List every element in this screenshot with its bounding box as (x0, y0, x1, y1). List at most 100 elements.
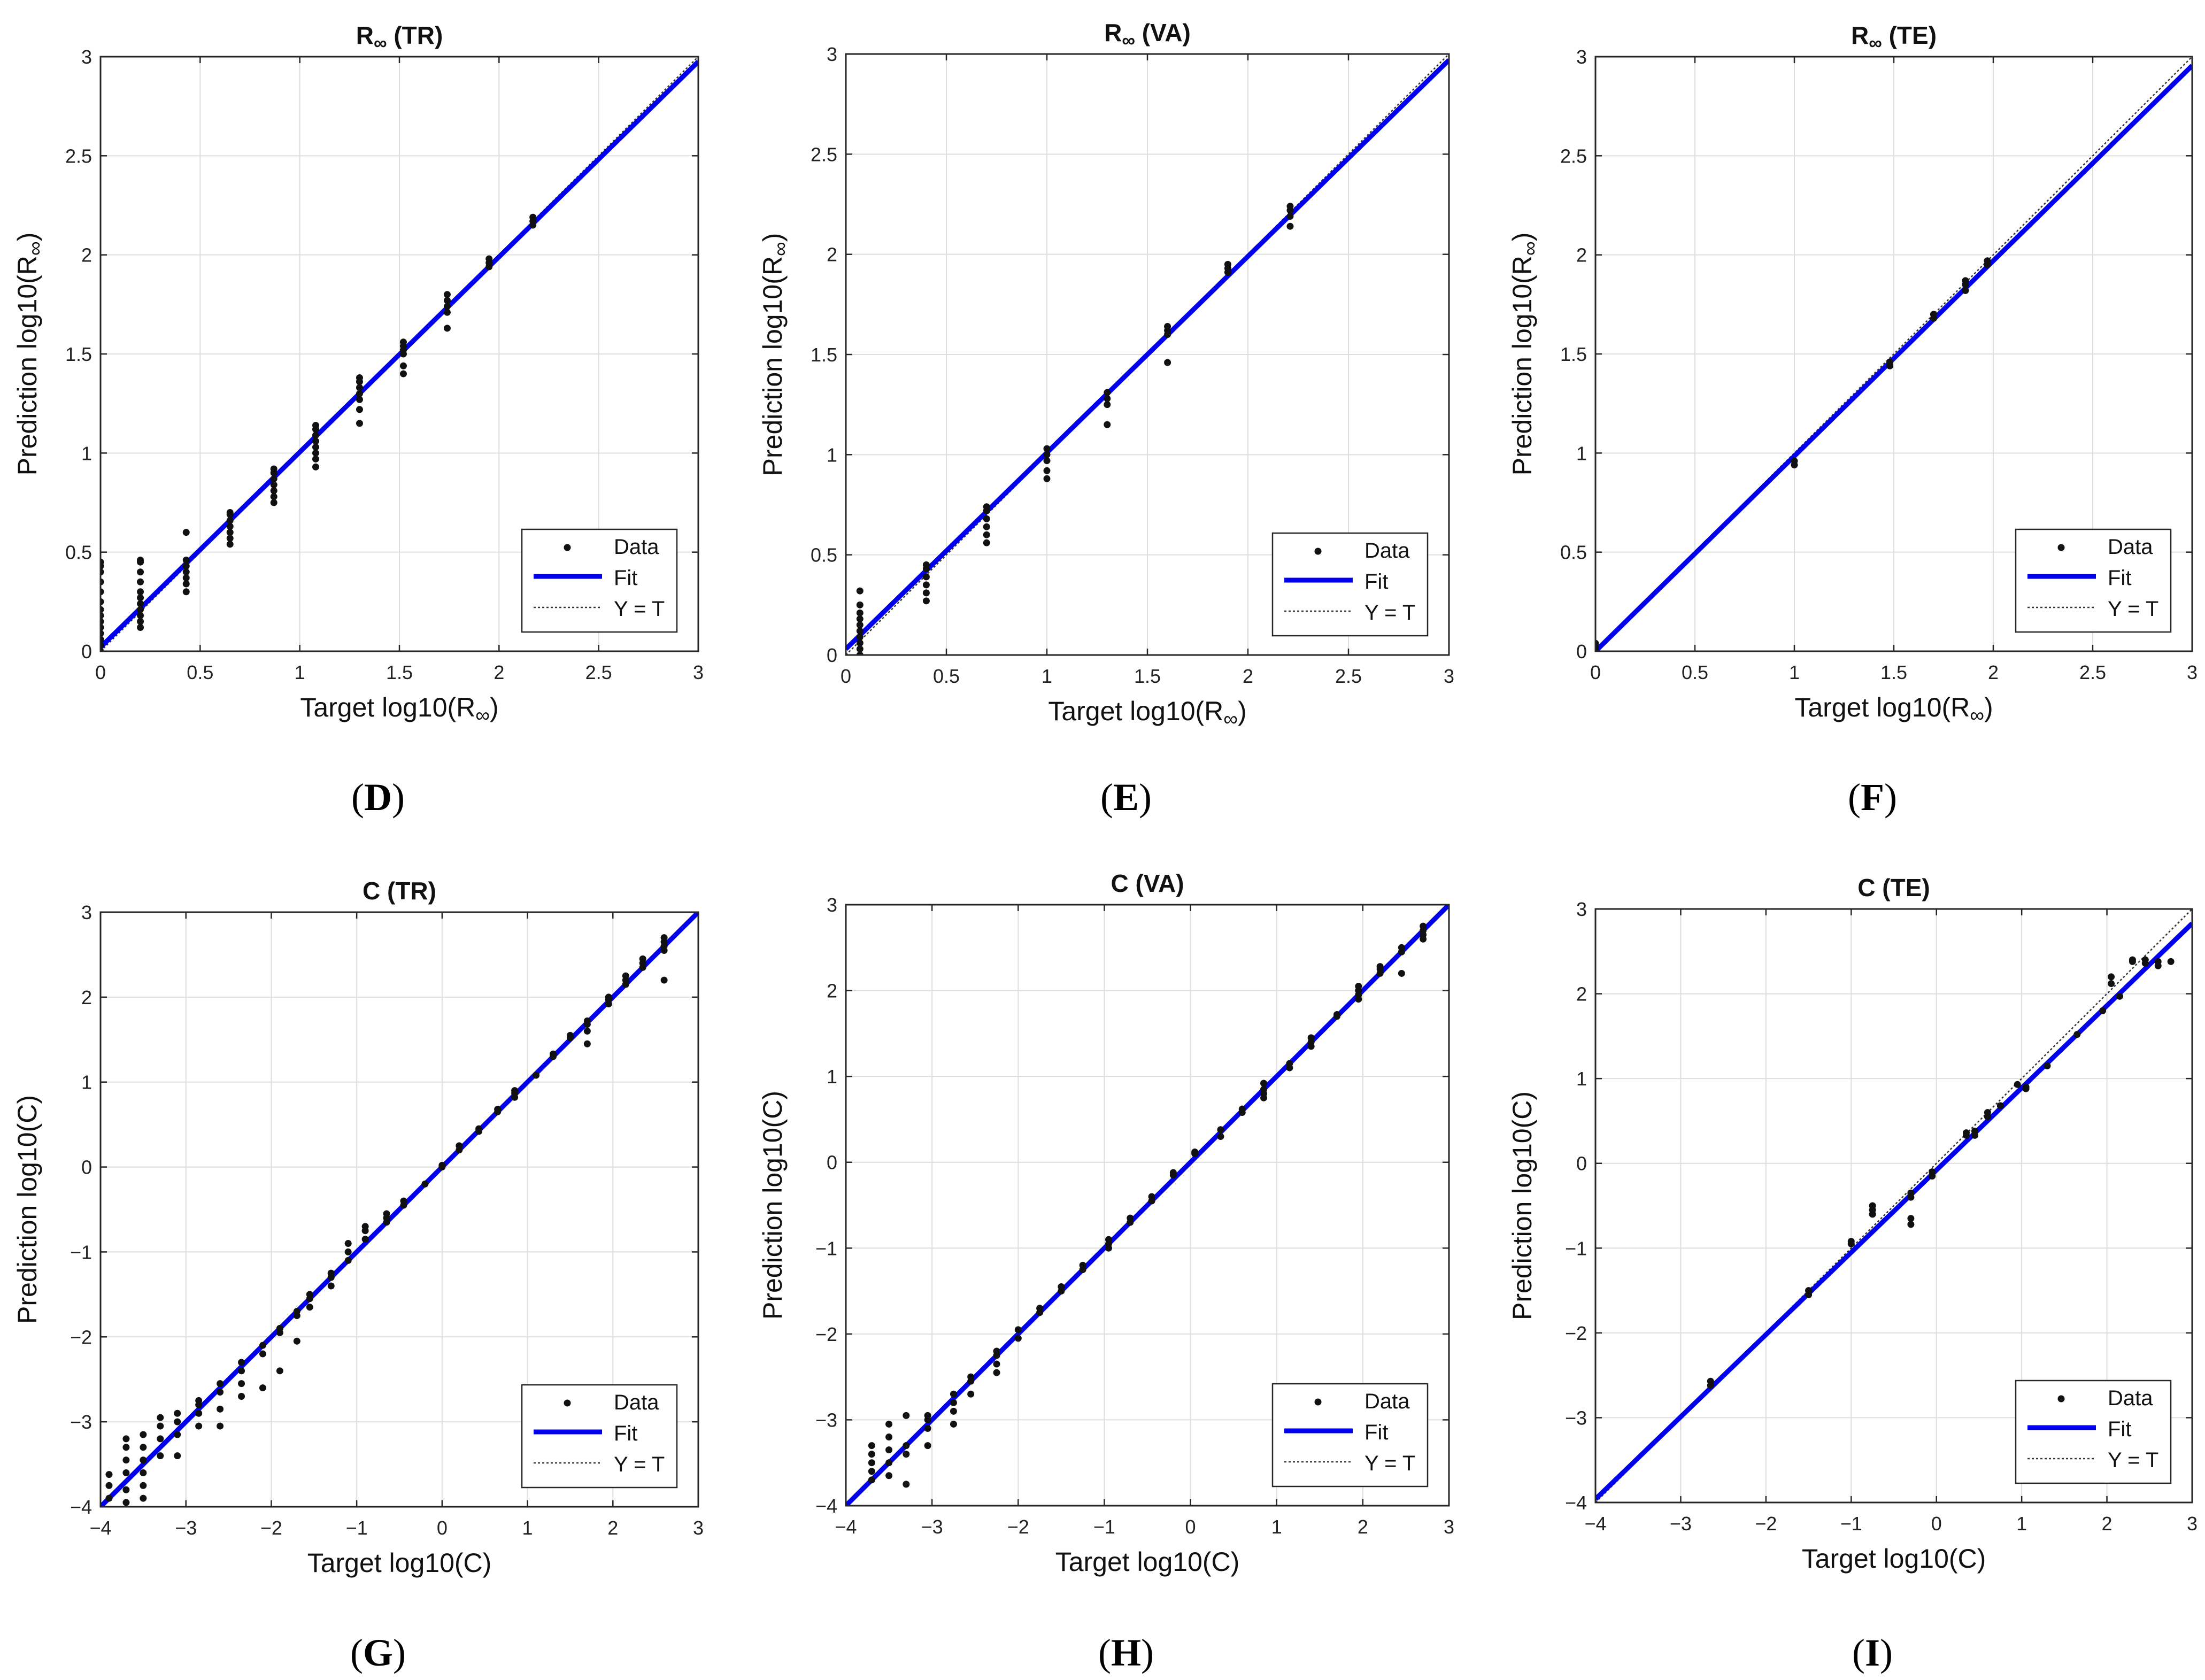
data-point (312, 431, 319, 439)
data-layer (846, 54, 1449, 655)
panel-g: −4 −3 −2 −1 0 1 2 3 −4 −3 −2 −1 0 1 2 3 C (TR) Target log… (12, 877, 704, 1674)
data-point (1907, 1215, 1915, 1222)
x-axis-label-main: Target log10(R (1048, 696, 1223, 726)
caption-letter: H (1111, 1631, 1141, 1674)
data-point (856, 651, 864, 655)
data-point (226, 522, 234, 530)
data-point (293, 1308, 300, 1315)
data-point (306, 1291, 313, 1298)
chart-title-main: R (1851, 21, 1869, 49)
data-point (885, 1420, 893, 1428)
panel-f: 0 0.5 1 1.5 2 2.5 300.511.522.53R∞ (TE)Target … (1507, 21, 2198, 819)
legend-fit-label: Fit (2108, 1417, 2131, 1441)
data-point (1169, 1169, 1177, 1176)
data-point (485, 255, 493, 263)
data-point (2073, 1031, 2081, 1038)
data-point (856, 609, 864, 616)
data-point (399, 338, 407, 346)
legend-yt-label: Y = T (1364, 601, 1415, 625)
x-tick-label: 0 (95, 661, 106, 683)
x-tick-label: 2 (607, 1517, 618, 1539)
caption-letter: E (1113, 776, 1139, 819)
data-point (327, 1282, 335, 1290)
data-point (174, 1409, 181, 1417)
panel-i: −4 −3 −2 −1 0 1 2 3 −4 −3 −2 −1 0 1 2 3 C (TE) Target log… (1507, 874, 2198, 1674)
legend-box (1271, 1383, 1429, 1488)
y-axis-label: Prediction log10(R∞) (758, 233, 791, 476)
y-axis-label-main: Prediction log10(C) (1507, 1091, 1537, 1320)
data-point (105, 1482, 113, 1489)
y-tick-label: 2 (1576, 244, 1587, 266)
y-tick-label: 3 (1576, 46, 1587, 68)
x-tick-label: −4 (835, 1516, 857, 1538)
legend-box (2015, 1380, 2172, 1484)
data-point (1963, 1129, 1970, 1137)
data-point (312, 463, 319, 471)
data-point (456, 1142, 463, 1150)
data-point (856, 633, 864, 641)
data-point (105, 1494, 113, 1502)
y-tick-label: 1 (827, 444, 837, 466)
data-point (583, 1017, 591, 1024)
data-point (1105, 1236, 1112, 1243)
caption-close-paren: ) (1141, 1631, 1154, 1674)
legend-box (521, 1384, 678, 1489)
data-point (1398, 944, 1405, 951)
x-tick-label: 1.5 (1134, 665, 1161, 687)
y-tick-label: −3 (815, 1409, 837, 1431)
legend-data-marker (2057, 544, 2065, 551)
x-tick-label: 0 (437, 1517, 448, 1539)
data-point (2129, 956, 2136, 964)
data-point (259, 1384, 266, 1392)
chart-title-main: R (356, 21, 374, 49)
data-point (438, 1161, 446, 1169)
chart-title-main: C (TE) (1857, 874, 1930, 901)
x-axis-label: Target log10(R∞) (1794, 692, 1993, 726)
data-point (182, 556, 190, 564)
data-point (1929, 1168, 1936, 1176)
data-point (312, 421, 319, 429)
y-tick-label: 0 (827, 1152, 837, 1174)
data-point (868, 1442, 875, 1450)
data-point (182, 529, 190, 536)
data-point (2044, 1062, 2051, 1069)
x-tick-label: 1.5 (386, 661, 413, 683)
data-point (122, 1435, 130, 1443)
legend-data-marker (1314, 1398, 1322, 1406)
legend-box (521, 528, 678, 633)
data-point (1962, 277, 1969, 284)
data-point (122, 1456, 130, 1464)
data-point (660, 934, 668, 942)
identity-line (101, 57, 698, 651)
legend-yt-label: Y = T (1364, 1452, 1415, 1475)
data-point (1260, 1080, 1268, 1087)
caption-letter: G (363, 1631, 393, 1674)
caption-close-paren: ) (1880, 1631, 1893, 1674)
legend-data-marker (564, 1399, 571, 1407)
data-point (400, 1197, 407, 1205)
chart-title-tail: (VA) (1135, 19, 1191, 47)
panel-caption: (G) (350, 1631, 406, 1674)
identity-line (846, 54, 1449, 655)
legend-data-label: Data (614, 1391, 659, 1414)
data-point (583, 1027, 591, 1035)
chart-title-main: C (TR) (363, 877, 436, 905)
data-point (157, 1452, 164, 1460)
data-point (967, 1373, 975, 1381)
y-tick-label: 2.5 (65, 145, 92, 167)
panel-e: 0 0.5 1 1.5 2 2.5 300.511.522.53R∞ (VA)Target … (758, 19, 1454, 819)
panel-caption: (F) (1848, 776, 1897, 819)
data-point (903, 1451, 910, 1458)
data-point (903, 1442, 910, 1450)
data-point (226, 509, 234, 517)
legend-data-label: Data (2108, 1386, 2153, 1410)
x-tick-label: −1 (1840, 1513, 1862, 1535)
data-point (270, 475, 277, 483)
data-point (259, 1342, 266, 1349)
data-point (868, 1476, 875, 1484)
data-layer (101, 57, 698, 651)
y-tick-label: 0 (1576, 641, 1587, 662)
x-tick-label: −4 (1584, 1513, 1606, 1535)
y-tick-label: 2 (1576, 983, 1587, 1005)
chart-title: C (VA) (1111, 869, 1184, 897)
